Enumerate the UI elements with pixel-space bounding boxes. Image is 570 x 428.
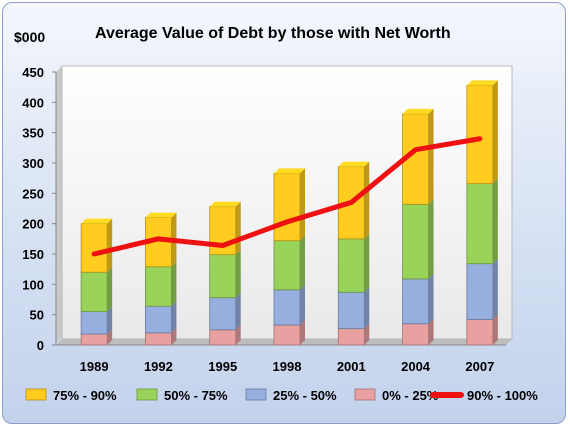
y-tick-label: 200 (22, 217, 44, 232)
bar-top-face (402, 108, 434, 114)
bar-top-face (466, 80, 498, 86)
legend-label: 0% - 25% (382, 388, 439, 403)
legend-item-25-50-: 25% - 50% (245, 388, 337, 403)
bar-segment-0-25-1998 (273, 319, 305, 346)
bar-segment-0-25-2007 (466, 314, 498, 346)
bar-segment-50-75-1989 (80, 267, 113, 313)
bar-segment-50-75-1998 (273, 235, 305, 291)
x-tick-label: 1992 (144, 359, 173, 374)
y-tick-label: 450 (22, 65, 44, 80)
legend-item-90-100-: 90% - 100% (430, 388, 538, 403)
bar-top-face (81, 218, 113, 224)
legend-swatch (354, 388, 376, 401)
bar-segment-50-75-1992 (145, 261, 177, 307)
bar-segment-25-50-1998 (273, 284, 305, 326)
chart-title: Average Value of Debt by those with Net … (95, 25, 451, 42)
x-tick-label: 2001 (337, 359, 366, 374)
legend-swatch (136, 388, 158, 401)
y-tick-label: 250 (22, 186, 44, 201)
y-tick-label: 300 (22, 156, 44, 171)
bar-top-face (274, 168, 305, 174)
legend-label: 90% - 100% (467, 388, 538, 403)
bar-top-face (338, 161, 370, 167)
y-tick-label: 350 (22, 126, 44, 141)
legend-label: 75% - 90% (53, 388, 117, 403)
bar-top-face (209, 201, 241, 207)
bar-segment-25-50-1989 (80, 306, 113, 335)
x-tick-label: 2007 (465, 359, 494, 374)
legend-item-75-90-: 75% - 90% (25, 388, 117, 403)
y-axis-unit-label: $000 (14, 29, 46, 45)
legend-item-50-75-: 50% - 75% (136, 388, 228, 403)
bar-segment-25-50-2007 (466, 258, 498, 320)
x-tick-label: 1989 (80, 359, 109, 374)
bar-segment-0-25-1992 (145, 327, 177, 346)
x-tick-label: 1998 (273, 359, 302, 374)
y-tick-label: 50 (30, 308, 44, 323)
legend-swatch (245, 388, 267, 401)
bar-segment-25-50-1992 (145, 301, 177, 334)
y-tick-label: 0 (37, 338, 44, 353)
y-tick-label: 100 (22, 277, 44, 292)
x-tick-label: 2004 (401, 359, 431, 374)
bar-segment-0-25-1995 (209, 324, 241, 346)
legend-label: 50% - 75% (164, 388, 228, 403)
x-tick-label: 1995 (208, 359, 237, 374)
bar-top-face (145, 212, 177, 218)
bar-segment-50-75-1995 (209, 249, 241, 299)
bar-segment-50-75-2007 (466, 178, 498, 265)
legend-item-0-25-: 0% - 25% (354, 388, 439, 403)
bar-segment-25-50-2001 (337, 287, 370, 330)
bar-segment-50-75-2001 (337, 233, 370, 293)
legend-label: 25% - 50% (273, 388, 337, 403)
bar-segment-25-50-2004 (402, 273, 434, 325)
line-series-90-100- (91, 136, 483, 257)
bar-segment-50-75-2004 (402, 199, 434, 280)
y-tick-label: 150 (22, 247, 44, 262)
bar-segment-0-25-2004 (402, 318, 434, 346)
plot-side-wall (56, 66, 62, 343)
bar-segment-25-50-1995 (209, 292, 241, 331)
legend-swatch (25, 388, 47, 401)
bar-segment-75-90-1989 (80, 218, 113, 273)
bar-segment-75-90-1998 (273, 168, 305, 242)
bar-segment-75-90-2007 (466, 80, 498, 185)
y-tick-label: 400 (22, 95, 44, 110)
